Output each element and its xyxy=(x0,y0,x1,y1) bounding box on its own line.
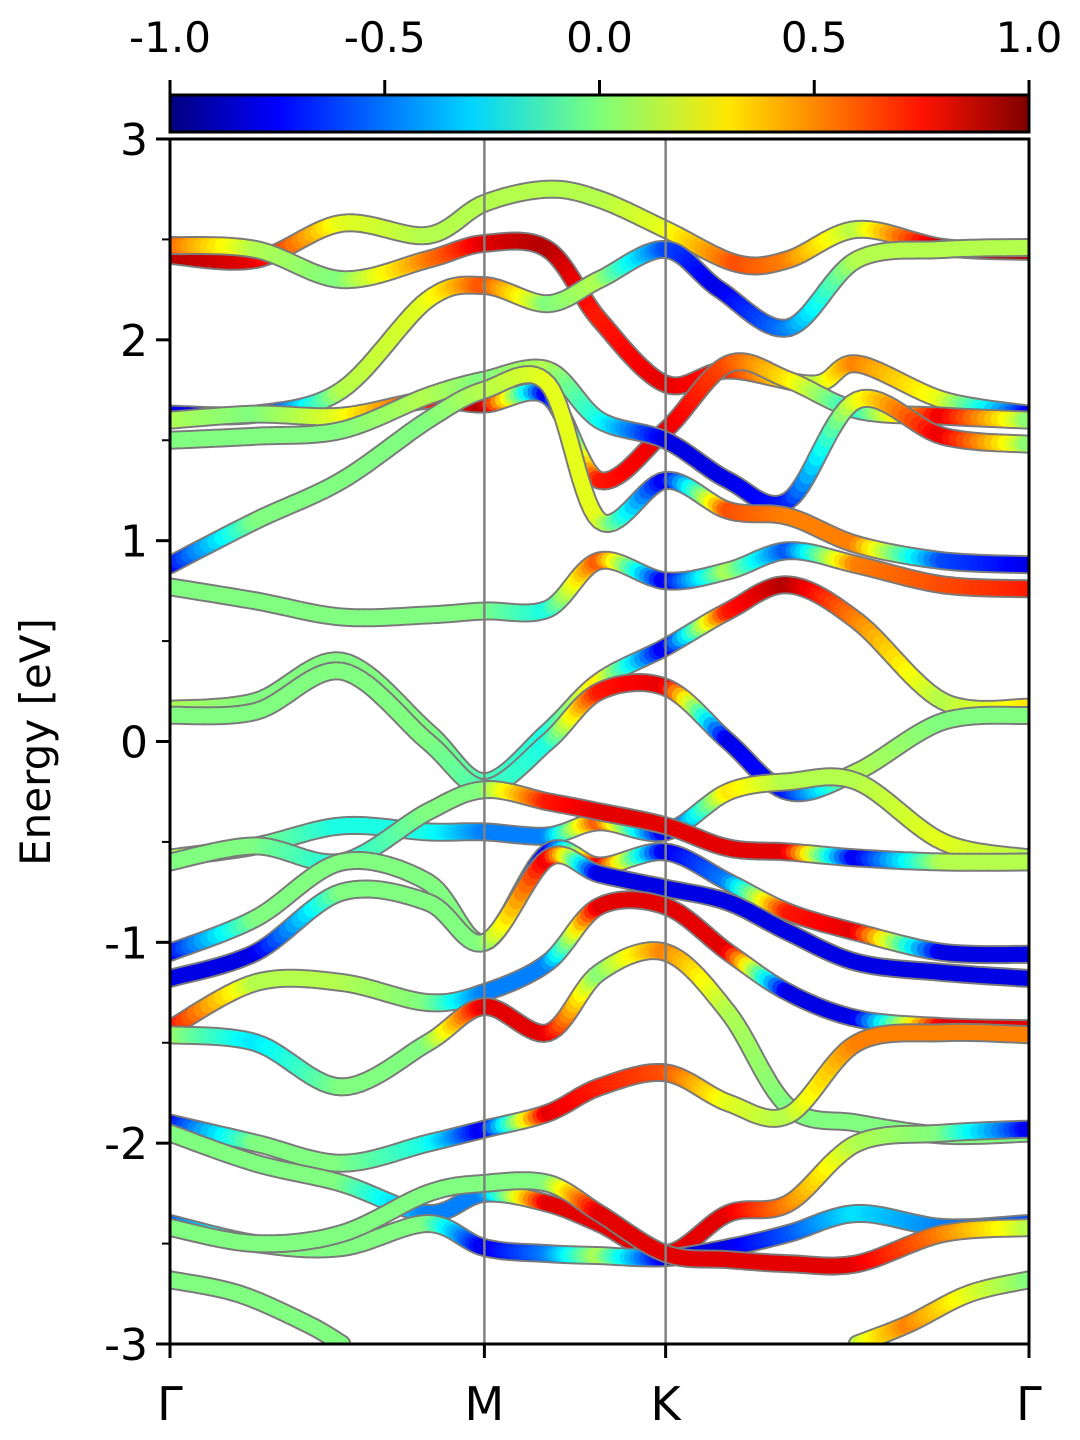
y-axis: 3 2 1 0 -1 -2 -3 xyxy=(104,115,170,1371)
x-tick-label: M xyxy=(465,1377,505,1431)
colorbar xyxy=(168,93,1031,134)
y-tick-label: 2 xyxy=(120,316,148,367)
band xyxy=(847,1270,1029,1344)
y-tick-label: 3 xyxy=(120,115,148,166)
y-tick-label: -3 xyxy=(104,1320,148,1371)
x-tick-label: Γ xyxy=(157,1377,183,1431)
bands-layer xyxy=(170,179,1029,1344)
colorbar-ticks: -1.0 -0.5 0.0 0.5 1.0 xyxy=(129,13,1062,95)
band xyxy=(170,231,1029,424)
colorbar-tick-label: -1.0 xyxy=(129,13,211,62)
colorbar-tick-label: 0.0 xyxy=(566,13,633,62)
colorbar-tick-label: 0.5 xyxy=(781,13,848,62)
colorbar-tick-label: 1.0 xyxy=(996,13,1063,62)
y-tick-label: 0 xyxy=(120,718,148,769)
colorbar-tick-label: -0.5 xyxy=(344,13,426,62)
band xyxy=(170,1171,1029,1276)
band xyxy=(170,541,1029,628)
y-tick-label: -2 xyxy=(104,1119,148,1170)
x-tick-label: Γ xyxy=(1016,1377,1042,1431)
band xyxy=(170,845,1029,988)
band xyxy=(170,661,1029,803)
kpoint-lines xyxy=(483,139,667,1344)
band xyxy=(170,1270,352,1344)
y-axis-label: Energy [eV] xyxy=(11,618,60,866)
y-tick-label: -1 xyxy=(104,918,148,969)
y-tick-label: 1 xyxy=(120,517,148,568)
x-tick-label: K xyxy=(651,1377,683,1431)
